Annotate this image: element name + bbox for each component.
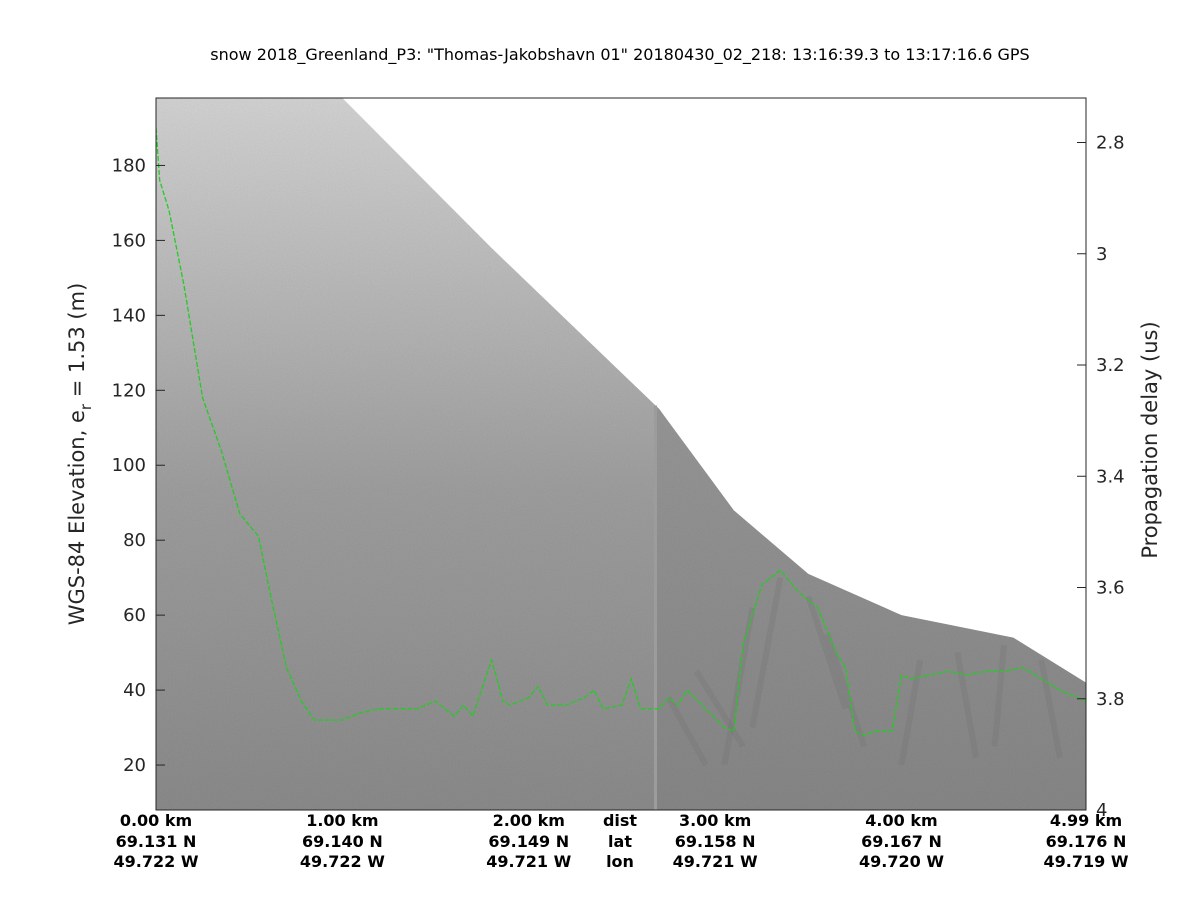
tracked-layer-line <box>156 127 1086 736</box>
left-tick-label: 40 <box>123 680 146 701</box>
bottom-column-label: 49.722 W <box>114 852 199 871</box>
streak <box>898 659 924 766</box>
bottom-column-label: 69.149 N <box>488 832 569 851</box>
left-tick-label: 180 <box>112 155 146 176</box>
bottom-column-label: 69.158 N <box>675 832 756 851</box>
left-y-axis: 20 40 60 80 100 120 140 160 180 <box>112 155 165 776</box>
left-tick-label: 120 <box>112 380 146 401</box>
right-tick-label: 3 <box>1096 244 1107 265</box>
left-tick-label: 140 <box>112 305 146 326</box>
left-y-axis-label: WGS-84 Elevation, er = 1.53 (m) <box>65 283 95 626</box>
bottom-row-label: lat <box>608 832 632 851</box>
streak <box>991 644 1007 747</box>
right-tick-label: 3.2 <box>1096 355 1125 376</box>
plot-frame <box>155 97 1087 811</box>
bottom-column-label: 49.722 W <box>300 852 385 871</box>
left-tick-label: 80 <box>123 530 146 551</box>
streak <box>954 652 979 759</box>
bottom-row-label: lon <box>606 852 634 871</box>
bottom-column-label: 49.721 W <box>486 852 571 871</box>
left-tick-label: 20 <box>123 755 146 776</box>
streak <box>749 577 784 729</box>
right-tick-label: 4 <box>1096 800 1107 821</box>
bottom-column-label: 69.140 N <box>302 832 383 851</box>
right-tick-label: 3.4 <box>1096 466 1125 487</box>
bottom-column-label: 69.131 N <box>116 832 197 851</box>
left-tick-label: 160 <box>112 230 146 251</box>
bottom-column-label: 0.00 km <box>120 811 192 830</box>
bottom-column-label: 2.00 km <box>493 811 565 830</box>
right-tick-label: 3.8 <box>1096 689 1125 710</box>
streak <box>693 669 746 748</box>
streak <box>805 595 849 710</box>
bottom-column-label: 4.99 km <box>1050 811 1122 830</box>
bottom-row-label: dist <box>603 811 637 830</box>
bottom-column-label: 3.00 km <box>679 811 751 830</box>
left-tick-label: 100 <box>112 455 146 476</box>
chart-title: snow 2018_Greenland_P3: "Thomas-Jakobsha… <box>210 45 1029 65</box>
streak <box>824 632 868 748</box>
streak <box>665 696 709 767</box>
bottom-column-label: 69.167 N <box>861 832 942 851</box>
right-y-axis-label: Propagation delay (us) <box>1138 321 1162 558</box>
bottom-column-label: 49.721 W <box>673 852 758 871</box>
right-tick-label: 2.8 <box>1096 133 1125 154</box>
echogram-region-right <box>655 405 1086 810</box>
subsurface-streaks <box>665 577 1063 767</box>
echogram-region-left <box>156 98 663 810</box>
bottom-column-label: 1.00 km <box>306 811 378 830</box>
right-y-axis: 2.8 3 3.2 3.4 3.6 3.8 4 <box>1077 133 1125 821</box>
left-tick-label: 60 <box>123 605 146 626</box>
bottom-column-label: 49.720 W <box>859 852 944 871</box>
bottom-column-label: 49.719 W <box>1044 852 1129 871</box>
bottom-column-label: 69.176 N <box>1046 832 1127 851</box>
echogram-image <box>156 98 1086 810</box>
bottom-column-label: 4.00 km <box>865 811 937 830</box>
streak <box>1038 659 1063 759</box>
right-tick-label: 3.6 <box>1096 578 1125 599</box>
